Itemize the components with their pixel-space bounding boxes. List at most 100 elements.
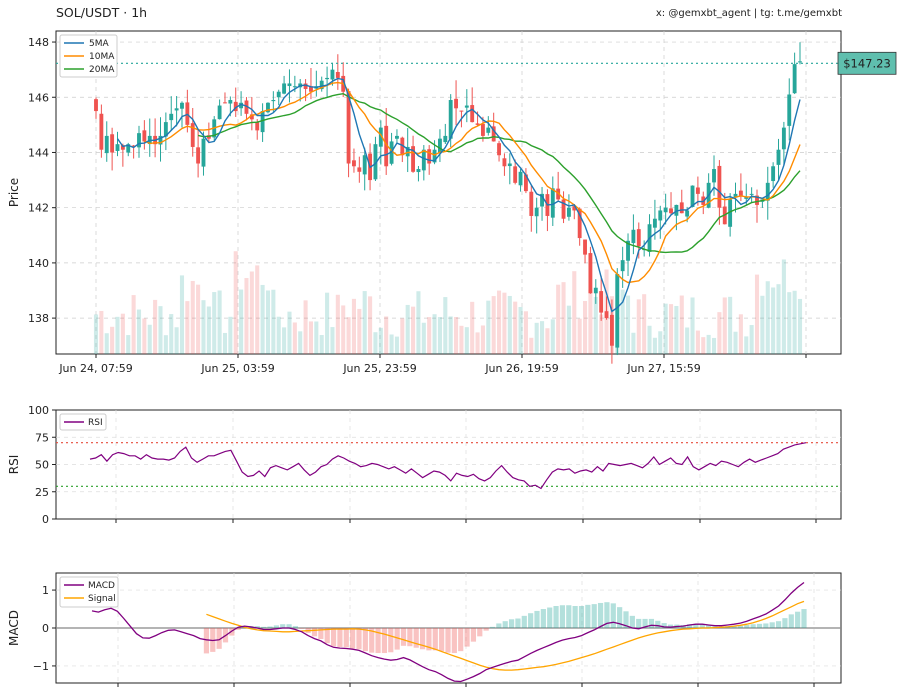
candle-body (588, 253, 593, 294)
ma20-line (197, 92, 801, 254)
macd-hist-bar (496, 623, 502, 628)
macd-hist-bar (324, 628, 330, 644)
volume-bar (378, 327, 383, 354)
candle-body (362, 155, 367, 175)
volume-bar (690, 297, 695, 354)
volume-bar (282, 327, 287, 354)
price-xtick-label: Jun 24, 07:59 (58, 362, 132, 375)
candle-body (679, 202, 684, 214)
candle-body (540, 193, 544, 207)
macd-hist-bar (610, 603, 616, 628)
candle-body (507, 163, 512, 167)
price-ytick-label: 144 (28, 146, 49, 159)
macd-hist-bar (788, 614, 794, 628)
candle-body (223, 102, 227, 104)
volume-bar (765, 281, 770, 354)
macd-hist-bar (261, 626, 267, 628)
macd-hist-bar (337, 628, 343, 647)
candle-body (190, 123, 195, 147)
macd-hist-bar (699, 624, 705, 628)
volume-bar (222, 332, 228, 354)
volume-bar (663, 303, 668, 354)
volume-bar (314, 321, 319, 354)
macd-hist-bar (267, 626, 273, 628)
candle-body (131, 145, 136, 147)
price-xtick-label: Jun 25, 23:59 (342, 362, 416, 375)
candle-body (206, 135, 211, 139)
volume-bar (265, 290, 271, 354)
macd-hist-bar (795, 611, 801, 628)
candle-body (771, 166, 776, 182)
volume-bar (556, 284, 561, 354)
rsi-ytick-label: 100 (28, 404, 49, 417)
credit-text: x: @gemxbt_agent | tg: t.me/gemxbt (655, 8, 842, 19)
ma10-line (144, 81, 801, 284)
volume-bar (534, 322, 539, 354)
candle-body (411, 146, 416, 172)
candle-body (690, 185, 695, 208)
volume-bar (787, 292, 792, 354)
volume-bar (104, 333, 109, 354)
macd-hist-bar (661, 623, 667, 628)
volume-bar (394, 336, 399, 354)
macd-hist-bar (470, 628, 477, 642)
volume-bar (249, 271, 254, 354)
candle-body (244, 100, 249, 114)
candle-body (652, 218, 657, 228)
macd-hist-bar (458, 628, 464, 652)
candle-body (502, 158, 507, 167)
macd-hist-bar (617, 607, 623, 628)
macd-hist-bar (477, 628, 483, 637)
volume-bar (776, 284, 781, 354)
volume-bar (384, 316, 389, 354)
volume-bar (362, 291, 367, 354)
volume-bar (685, 327, 690, 354)
candle-body (620, 260, 625, 272)
volume-bar (652, 337, 657, 354)
candle-body (792, 64, 797, 94)
volume-bar (163, 335, 168, 354)
volume-bar (566, 305, 571, 354)
candle-body (185, 102, 190, 125)
candle-body (303, 83, 308, 89)
macd-hist-bar (737, 625, 744, 628)
macd-hist-bar (483, 628, 489, 631)
legend-label: 20MA (89, 65, 115, 75)
macd-hist-bar (763, 623, 769, 628)
macd-hist-bar (515, 618, 521, 628)
price-panel-frame (55, 30, 842, 355)
volume-bar (781, 259, 786, 354)
candle-body (292, 86, 297, 88)
macd-hist-bar (731, 626, 737, 628)
macd-hist-bar (426, 628, 432, 651)
volume-bar (620, 289, 625, 354)
volume-bar (507, 295, 512, 354)
volume-bar (760, 295, 765, 354)
macd-hist-bar (451, 628, 457, 654)
volume-bar (550, 319, 555, 354)
volume-bar (255, 265, 260, 354)
macd-hist-bar (540, 609, 546, 628)
macd-hist-bar (521, 615, 527, 628)
candle-body (593, 287, 598, 294)
candle-body (282, 83, 287, 94)
candle-body (266, 102, 270, 113)
last-price-label: $147.23 (843, 56, 891, 70)
candle-body (712, 169, 716, 183)
volume-bar (647, 325, 652, 354)
rsi-line (89, 442, 807, 490)
macd-hist-bar (693, 623, 699, 628)
legend-label: MACD (88, 581, 115, 591)
volume-bar (244, 278, 249, 354)
volume-bar (303, 300, 308, 354)
price-xtick-label: Jun 26, 19:59 (484, 362, 558, 375)
macd-hist-bar (597, 602, 604, 628)
candle-body (239, 102, 244, 109)
macd-hist-bar (559, 605, 566, 628)
macd-hist-bar (623, 611, 629, 628)
volume-bar (126, 335, 131, 354)
candle-body (787, 94, 792, 126)
volume-bar (561, 282, 566, 354)
candle-body (357, 167, 362, 172)
